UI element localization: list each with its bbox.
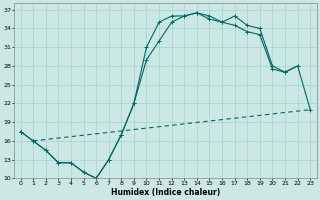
X-axis label: Humidex (Indice chaleur): Humidex (Indice chaleur) xyxy=(111,188,220,197)
